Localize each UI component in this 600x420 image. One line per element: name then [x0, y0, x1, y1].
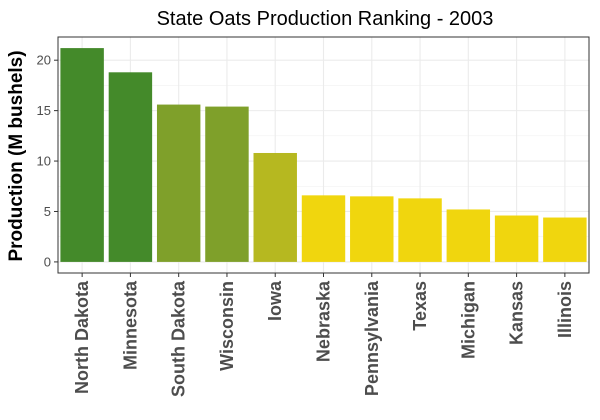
x-tick-label: Nebraska: [314, 280, 334, 362]
bar: [350, 196, 394, 262]
x-axis-ticks: North Dakota Minnesota South Dakota Wiscons…: [72, 273, 575, 397]
y-tick-label: 0: [44, 254, 51, 269]
y-axis-ticks: 0 5 10 15 20: [37, 53, 58, 269]
y-tick-label: 5: [44, 204, 51, 219]
bars: [60, 48, 587, 262]
bar: [205, 106, 249, 262]
x-tick-label: North Dakota: [72, 280, 92, 394]
bar: [60, 48, 104, 262]
bar: [301, 195, 346, 262]
x-tick-label: Iowa: [265, 280, 285, 321]
bar: [543, 217, 587, 262]
bar: [494, 215, 539, 262]
bar: [108, 72, 153, 262]
x-tick-label: Texas: [410, 281, 430, 331]
y-axis-label: Production (M bushels): [6, 50, 27, 261]
bar: [398, 198, 442, 262]
x-tick-label: Pennsylvania: [362, 280, 382, 396]
x-tick-label: South Dakota: [169, 280, 189, 397]
y-tick-label: 20: [37, 53, 51, 68]
y-tick-label: 10: [37, 154, 51, 169]
x-tick-label: Kansas: [507, 281, 527, 345]
y-tick-label: 15: [37, 103, 51, 118]
x-tick-label: Wisconsin: [217, 281, 237, 371]
x-tick-label: Minnesota: [120, 280, 140, 370]
chart-title: State Oats Production Ranking - 2003: [157, 8, 494, 30]
bar: [156, 104, 201, 262]
x-tick-label: Michigan: [458, 281, 478, 359]
x-tick-label: Illinois: [555, 281, 575, 338]
bar: [446, 209, 491, 262]
bar: [253, 152, 297, 262]
